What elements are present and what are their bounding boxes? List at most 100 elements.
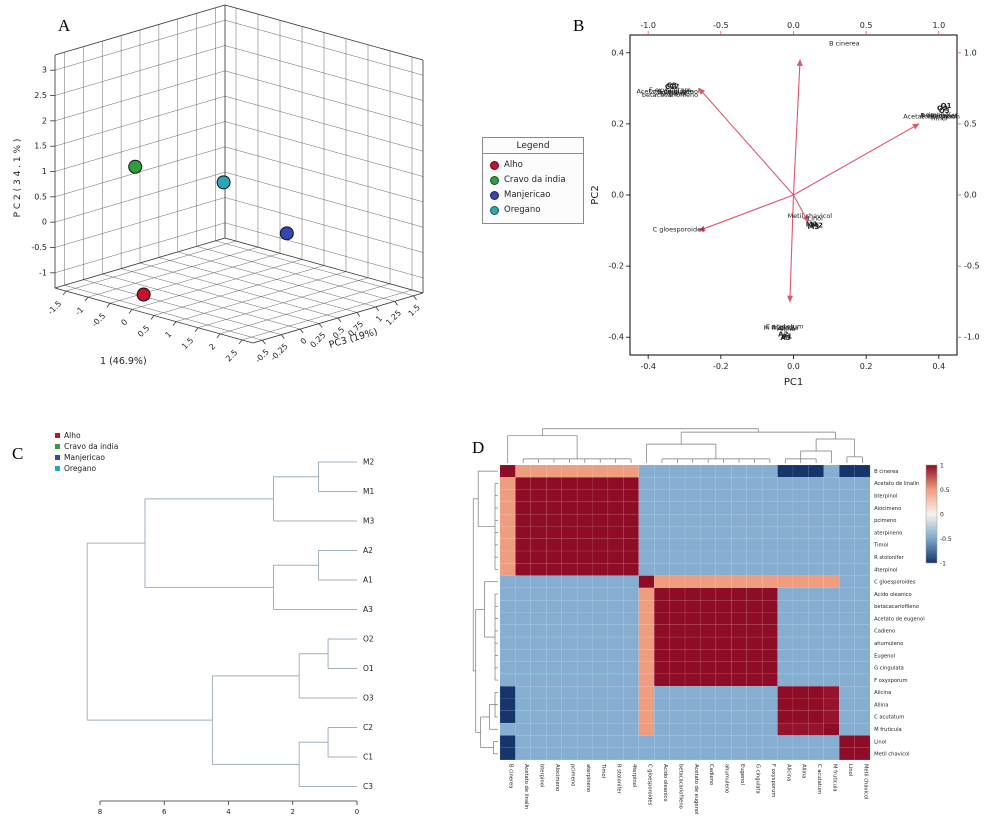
- heatmap-cell: [653, 710, 670, 724]
- bottom-tick-label: 0.2: [860, 362, 873, 371]
- heatmap-cell: [499, 599, 516, 613]
- heatmap-cell: [592, 550, 609, 564]
- grid-line: [241, 289, 413, 341]
- heatmap-cell: [761, 710, 778, 724]
- heatmap-cell: [777, 526, 794, 539]
- heatmap-cell: [530, 735, 547, 748]
- heatmap-cell: [607, 526, 624, 539]
- legend-color-square: [55, 433, 60, 438]
- score-label: C2: [669, 82, 679, 90]
- row-label: Acetato de linalin: [874, 481, 919, 487]
- legend-item: Cravo da india: [490, 173, 576, 188]
- heatmap-cell: [653, 673, 670, 687]
- heatmap-cell: [700, 563, 717, 576]
- heatmap-cell: [700, 526, 717, 539]
- heatmap-cell: [499, 501, 516, 515]
- heatmap-cell: [684, 661, 701, 675]
- heatmap-cell: [592, 464, 609, 478]
- heatmap-cell: [653, 501, 670, 515]
- heatmap-cell: [669, 575, 686, 589]
- biplot-arrow: [787, 194, 795, 303]
- heatmap-cell: [792, 513, 809, 527]
- heatmap-cell: [761, 587, 778, 601]
- panel-b-label: B: [573, 16, 585, 35]
- heatmap-cell: [700, 612, 717, 625]
- heatmap-cell: [839, 464, 855, 478]
- heatmap-cell: [515, 710, 532, 724]
- heatmap-cell: [515, 612, 532, 625]
- heatmap-cell: [761, 477, 778, 490]
- heatmap-cell: [576, 612, 593, 625]
- row-label: C gloesporoides: [874, 580, 916, 586]
- loading-label: Timol: [929, 114, 948, 122]
- heatmap-cell: [623, 710, 639, 724]
- heatmap-cell: [761, 673, 778, 687]
- heatmap-cell: [792, 563, 809, 576]
- heatmap-cell: [607, 747, 624, 761]
- heatmap-cell: [761, 538, 778, 552]
- legend-color-dot: [490, 206, 499, 215]
- heatmap-cell: [684, 489, 701, 503]
- heatmap-cell: [653, 612, 670, 625]
- heatmap-cell: [823, 550, 840, 564]
- heatmap-cell: [607, 698, 624, 712]
- heatmap-cell: [715, 550, 732, 564]
- heatmap-cell: [669, 599, 686, 613]
- heatmap-cell: [761, 636, 778, 650]
- row-label: Allina: [874, 702, 888, 708]
- col-label: ahumuleno: [724, 764, 730, 793]
- legend-color-square: [55, 444, 60, 449]
- panel-a: A 3 2.5 2 1.5 1 0.5 0 -0.5 -1 -1.5 -1 -0.5 0 0.5 1 1.5 2…: [0, 0, 470, 400]
- heatmap-cell: [653, 513, 670, 527]
- heatmap-cell: [669, 673, 686, 687]
- heatmap-cell: [623, 649, 639, 662]
- heatmap-cell: [777, 735, 794, 748]
- col-label: Acetato de eugenol: [693, 764, 699, 815]
- col-label: betacacariofileno: [677, 764, 683, 809]
- heatmap-cell: [792, 710, 809, 724]
- z-tick: [299, 328, 304, 334]
- heatmap-cell: [823, 599, 840, 613]
- heatmap-cell: [561, 747, 578, 761]
- heatmap-cell: [576, 710, 593, 724]
- heatmap-cell: [839, 673, 855, 687]
- heatmap-cell: [546, 735, 562, 748]
- heatmap-cell: [839, 747, 855, 761]
- heatmap-cell: [530, 636, 547, 650]
- heatmap-cell: [576, 501, 593, 515]
- y-tick-label: -0.5: [31, 243, 47, 252]
- row-label: Cadieno: [874, 629, 895, 635]
- heatmap-cell: [499, 698, 516, 712]
- heatmap-cell: [499, 636, 516, 650]
- col-label: Cadieno: [708, 764, 714, 785]
- heatmap-cell: [854, 501, 871, 515]
- heatmap-cell: [669, 624, 686, 638]
- heatmap-cell: [854, 599, 871, 613]
- heatmap-cell: [623, 587, 639, 601]
- heatmap-cell: [823, 612, 840, 625]
- heatmap-cell: [669, 735, 686, 748]
- heatmap-cell: [777, 686, 794, 699]
- heatmap-cell: [854, 587, 871, 601]
- heatmap-cell: [777, 624, 794, 638]
- heatmap-cell: [777, 464, 794, 478]
- heatmap-cell: [499, 649, 516, 662]
- heatmap-cell: [684, 587, 701, 601]
- heatmap-cell: [546, 575, 562, 589]
- heatmap-cell: [499, 526, 516, 539]
- heatmap-cell: [546, 587, 562, 601]
- heatmap-cell: [561, 686, 578, 699]
- heatmap-cell: [669, 489, 686, 503]
- axis-tick-label: 4: [226, 808, 231, 816]
- heatmap-cell: [746, 624, 763, 638]
- col-label: Linol: [847, 764, 853, 776]
- heatmap-cell: [561, 587, 578, 601]
- box-edge: [224, 4, 424, 61]
- panel-d-label: D: [472, 438, 485, 457]
- leaf-label: C1: [363, 753, 373, 762]
- heatmap-cell: [638, 636, 655, 650]
- x-tick: [84, 296, 89, 302]
- heatmap-cell: [653, 464, 670, 478]
- heatmap-cell: [530, 599, 547, 613]
